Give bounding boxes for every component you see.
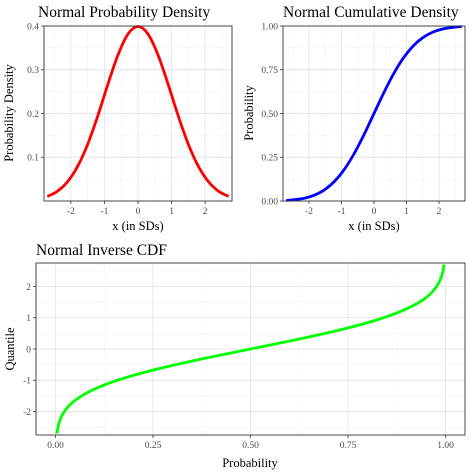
inverse-cdf-y-tick-label: -2: [23, 408, 31, 418]
cumulative-y-tick-label: 0.50: [261, 110, 278, 120]
cumulative-x-axis-title: x (in SDs): [348, 219, 399, 233]
cumulative-y-tick-label: 0.00: [261, 197, 278, 207]
density-y-tick-label: 0.2: [27, 110, 39, 120]
density-series: [46, 25, 230, 198]
density-y-tick-label: 0.4: [27, 22, 39, 32]
density-y-tick-label: 0.3: [27, 66, 39, 76]
inverse-cdf-series-line: [55, 264, 446, 434]
density-gridlines: [44, 25, 232, 201]
density-chart: Normal Probability Density -2 -1 0 1 2 0.10.…: [2, 4, 233, 233]
density-y-axis: 0.1 0.2 0.3 0.4: [27, 22, 44, 164]
inverse-cdf-chart-title: Normal Inverse CDF: [36, 242, 167, 259]
inverse-cdf-series: [55, 264, 446, 434]
inverse-cdf-x-axis: 0.00 0.25 0.50 0.75 1.00: [47, 435, 454, 451]
density-x-tick-label: 2: [203, 207, 208, 217]
density-x-tick-label: -2: [67, 207, 75, 217]
density-x-axis: -2 -1 0 1 2: [67, 201, 208, 217]
density-x-tick-label: 1: [169, 207, 174, 217]
inverse-cdf-y-axis-title: Quantile: [3, 327, 17, 370]
cumulative-x-tick-label: -1: [338, 207, 346, 217]
cumulative-x-axis: -2 -1 0 1 2: [305, 201, 442, 217]
cumulative-y-axis: 0.00 0.25 0.50 0.75 1.00: [261, 22, 283, 207]
inverse-cdf-x-tick-label: 0.50: [242, 441, 259, 451]
cumulative-x-tick-label: 0: [372, 207, 377, 217]
density-x-tick-label: 0: [136, 207, 141, 217]
inverse-cdf-y-tick-label: 0: [26, 345, 31, 355]
density-chart-title: Normal Probability Density: [38, 4, 210, 21]
inverse-cdf-x-tick-label: 0.25: [145, 441, 162, 451]
cumulative-chart-title: Normal Cumulative Density: [283, 4, 459, 21]
density-series-line: [46, 25, 230, 198]
inverse-cdf-y-tick-label: -1: [23, 377, 31, 387]
cumulative-y-tick-label: 0.75: [261, 66, 278, 76]
inverse-cdf-y-axis: -2 -1 0 1 2: [23, 283, 36, 418]
density-y-tick-label: 0.1: [27, 154, 39, 164]
cumulative-y-tick-label: 0.25: [261, 154, 278, 164]
inverse-cdf-gridlines: [36, 263, 465, 435]
cumulative-y-axis-title: Probability: [242, 84, 256, 140]
cumulative-y-tick-label: 1.00: [261, 22, 278, 32]
cumulative-x-tick-label: 1: [404, 207, 409, 217]
inverse-cdf-y-tick-label: 1: [26, 314, 31, 324]
inverse-cdf-x-tick-label: 0.75: [340, 441, 357, 451]
inverse-cdf-x-tick-label: 0.00: [47, 441, 64, 451]
inverse-cdf-x-tick-label: 1.00: [437, 441, 454, 451]
inverse-cdf-x-axis-title: Probability: [222, 456, 278, 470]
cumulative-x-tick-label: -2: [305, 207, 313, 217]
density-x-tick-label: -1: [100, 207, 108, 217]
cumulative-series: [286, 25, 462, 202]
cumulative-x-tick-label: 2: [437, 207, 442, 217]
inverse-cdf-y-tick-label: 2: [26, 283, 31, 293]
density-x-axis-title: x (in SDs): [112, 219, 163, 233]
cumulative-series-line: [286, 25, 462, 202]
inverse-cdf-chart: Normal Inverse CDF 0.00 0.25 0.50 0.75 1.00 …: [3, 242, 466, 470]
cumulative-chart: Normal Cumulative Density -2 -1 0 1 2 0.000.…: [242, 4, 466, 233]
density-y-axis-title: Probability Density: [2, 63, 16, 161]
